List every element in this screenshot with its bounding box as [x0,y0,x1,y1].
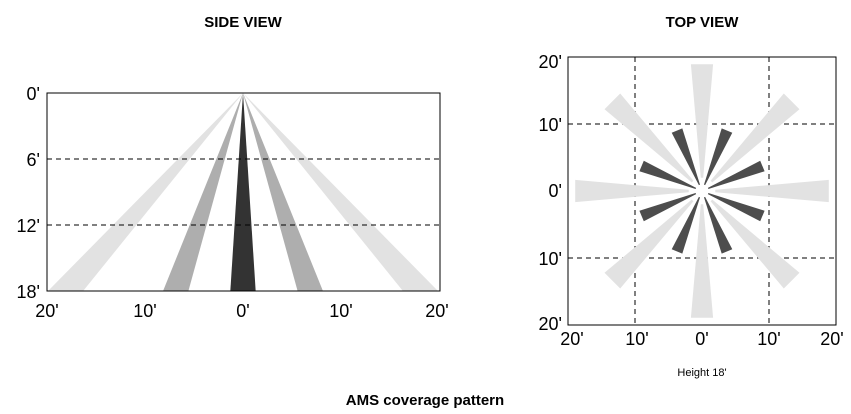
top-y-label-bottom-20: 20' [539,314,562,334]
top-beam-inner-2 [707,193,765,222]
top-beam-outer-2 [715,179,829,203]
side-beam-center-center [230,93,256,291]
top-x-label-left-10: 10' [625,329,648,349]
top-x-label-center-0: 0' [695,329,708,349]
top-beam-inner-4 [671,196,700,254]
top-beam-outer-7 [604,93,694,183]
top-beam-inner-1 [707,160,765,189]
side-beam-middle-left [163,93,243,291]
side-x-label-right-10: 10' [329,301,352,321]
top-beam-outer-6 [575,179,689,203]
side-view: SIDE VIEW 0' 6' 12' 18' 20' 10' 0' 10' 2… [17,14,449,321]
top-view-title: TOP VIEW [666,14,740,31]
top-beam-outer-0 [690,64,714,178]
top-y-label-center-0: 0' [549,181,562,201]
side-y-label-12: 12' [17,216,40,236]
top-beam-outer-5 [604,199,694,289]
top-beam-outer-4 [690,204,714,318]
side-x-label-right-20: 20' [425,301,448,321]
side-view-frame [46,92,441,292]
top-view-beams [575,64,829,318]
side-y-label-0: 0' [27,84,40,104]
top-x-label-left-20: 20' [560,329,583,349]
figure-caption: AMS coverage pattern [346,392,504,409]
side-y-label-6: 6' [27,150,40,170]
side-beam-middle-right [243,93,323,291]
top-beam-inner-7 [671,128,700,186]
side-view-beams [48,93,438,291]
side-beam-outer-left [48,93,243,291]
top-y-label-bottom-10: 10' [539,249,562,269]
top-y-label-top-20: 20' [539,52,562,72]
side-x-label-center-0: 0' [236,301,249,321]
top-beam-outer-3 [710,199,800,289]
top-beam-inner-0 [704,128,733,186]
top-beam-inner-5 [639,193,697,222]
side-beam-outer-right [243,93,438,291]
top-view-frame [567,56,837,326]
height-note: Height 18' [677,367,726,379]
side-x-label-left-10: 10' [133,301,156,321]
top-beam-outer-1 [710,93,800,183]
top-beam-inner-3 [704,196,733,254]
top-beam-inner-6 [639,160,697,189]
top-x-label-right-10: 10' [757,329,780,349]
top-x-label-right-20: 20' [820,329,843,349]
side-y-label-18: 18' [17,282,40,302]
side-x-label-left-20: 20' [35,301,58,321]
side-view-title: SIDE VIEW [204,14,282,31]
top-view: TOP VIEW 20' 10' 0' 10' 20' 20' 10' 0' 1… [539,14,844,379]
top-y-label-top-10: 10' [539,115,562,135]
